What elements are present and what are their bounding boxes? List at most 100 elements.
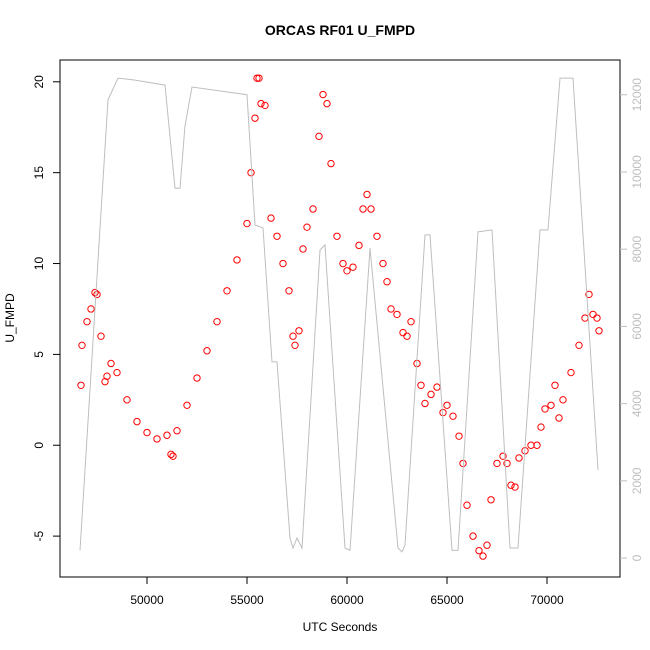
point bbox=[91, 288, 99, 297]
point bbox=[499, 452, 507, 460]
y-axis-label: U_FMPD bbox=[3, 293, 17, 343]
x-tick-label: 70000 bbox=[530, 593, 564, 607]
point bbox=[93, 290, 101, 299]
point bbox=[257, 99, 265, 108]
y2-tick-label: 2000 bbox=[630, 467, 644, 494]
point bbox=[183, 401, 191, 409]
point bbox=[107, 359, 115, 368]
point bbox=[493, 459, 501, 468]
plot-frame bbox=[59, 59, 621, 578]
y-tick-label: 20 bbox=[32, 75, 46, 89]
y2-tick-label: 12000 bbox=[630, 78, 644, 112]
y2-tick-label: 6000 bbox=[630, 313, 644, 340]
point bbox=[83, 317, 91, 326]
chart-title: ORCAS RF01 U_FMPD bbox=[265, 22, 415, 38]
point bbox=[593, 314, 601, 322]
point bbox=[291, 341, 299, 350]
point bbox=[511, 483, 519, 491]
point bbox=[339, 259, 347, 268]
point bbox=[133, 417, 141, 426]
point bbox=[279, 259, 287, 268]
point bbox=[383, 278, 391, 286]
point bbox=[595, 327, 603, 335]
point bbox=[503, 459, 511, 468]
point bbox=[97, 332, 105, 340]
point bbox=[349, 263, 357, 271]
point bbox=[367, 205, 375, 213]
point bbox=[487, 496, 495, 504]
point bbox=[327, 159, 335, 168]
point bbox=[247, 168, 255, 177]
point bbox=[169, 452, 177, 460]
point bbox=[143, 428, 151, 437]
point bbox=[559, 396, 567, 404]
point bbox=[547, 401, 555, 409]
y-tick-label: 5 bbox=[32, 351, 46, 358]
point bbox=[295, 327, 303, 335]
point bbox=[417, 381, 425, 389]
point bbox=[203, 347, 211, 355]
point bbox=[163, 431, 171, 439]
point bbox=[387, 305, 395, 313]
y-tick-label: 0 bbox=[32, 442, 46, 449]
point bbox=[463, 501, 471, 509]
point bbox=[567, 368, 575, 377]
point bbox=[399, 328, 407, 337]
point bbox=[421, 399, 429, 408]
point bbox=[333, 232, 341, 240]
point bbox=[403, 332, 411, 340]
y-tick-label: 10 bbox=[32, 257, 46, 271]
point bbox=[475, 546, 483, 555]
point bbox=[323, 99, 331, 108]
point bbox=[363, 190, 371, 199]
point bbox=[309, 205, 317, 213]
point bbox=[515, 454, 523, 462]
point bbox=[153, 435, 161, 443]
point bbox=[427, 390, 435, 399]
point bbox=[267, 214, 275, 222]
point bbox=[319, 90, 327, 99]
point bbox=[359, 205, 367, 213]
point bbox=[551, 381, 559, 389]
x-tick-label: 65000 bbox=[430, 593, 464, 607]
point bbox=[303, 223, 311, 231]
point bbox=[253, 74, 261, 82]
x-axis-label: UTC Seconds bbox=[303, 620, 378, 634]
point bbox=[285, 287, 293, 295]
altitude-line bbox=[79, 77, 599, 553]
point bbox=[443, 401, 451, 409]
point bbox=[483, 541, 491, 549]
point bbox=[113, 368, 121, 377]
y-tick-label: 15 bbox=[32, 166, 46, 180]
y2-tick-label: 8000 bbox=[630, 236, 644, 263]
point bbox=[193, 374, 201, 382]
point bbox=[575, 341, 583, 350]
point bbox=[589, 310, 597, 319]
point bbox=[233, 256, 241, 264]
point bbox=[449, 412, 457, 420]
y2-tick-label: 0 bbox=[630, 554, 644, 561]
point bbox=[123, 396, 131, 404]
y2-tick-label: 10000 bbox=[630, 155, 644, 189]
point bbox=[393, 310, 401, 319]
point bbox=[533, 441, 541, 449]
point bbox=[379, 259, 387, 268]
point bbox=[261, 101, 269, 110]
point bbox=[343, 267, 351, 275]
point bbox=[213, 317, 221, 326]
x-tick-label: 60000 bbox=[330, 593, 364, 607]
point bbox=[555, 414, 563, 422]
point bbox=[103, 372, 111, 380]
point bbox=[315, 132, 323, 141]
point bbox=[407, 317, 415, 326]
x-tick-label: 50000 bbox=[130, 593, 164, 607]
point bbox=[469, 532, 477, 540]
y-tick-label: -5 bbox=[32, 530, 46, 541]
point bbox=[455, 432, 463, 440]
point bbox=[289, 332, 297, 340]
point bbox=[507, 481, 515, 489]
point bbox=[87, 305, 95, 313]
point bbox=[255, 74, 263, 82]
